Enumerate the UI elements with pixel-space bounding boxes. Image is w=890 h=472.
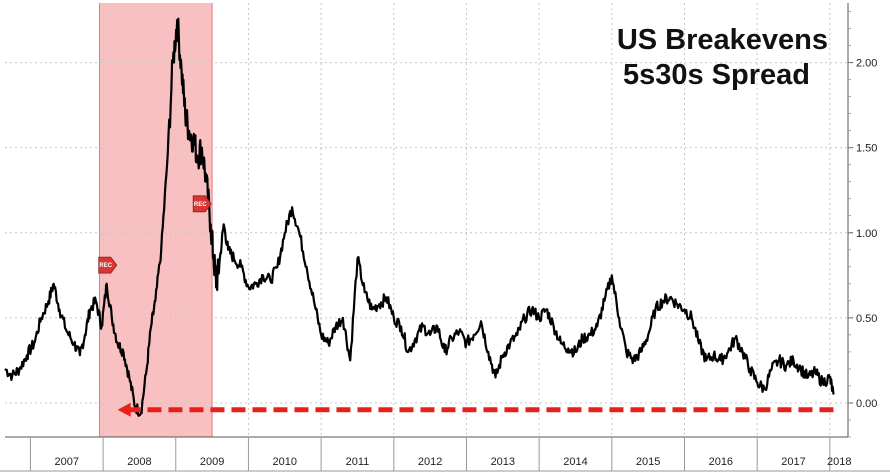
chart-title-line-2: 5s30s Spread [623,59,810,91]
x-tick-label-9: 2016 [709,456,733,468]
x-tick-label-11: 2018 [827,456,851,468]
plot-frame [0,3,890,472]
x-tick-label-5: 2012 [418,456,442,468]
y-tick-label-3: 1.50 [856,143,877,155]
rec-marker-label-1: REC [194,202,207,208]
rec-marker-label-0: REC [99,263,112,269]
x-axis-ticks: 2007 2008 2009 2010 2011 2012 2013 2014 2015 2016… [29,437,852,471]
grid-lines [5,3,848,437]
recession-markers: REC REC [98,195,212,274]
x-tick-label-0: 2007 [55,456,79,468]
y-tick-label-4: 2.00 [856,58,877,70]
x-tick-label-4: 2011 [346,456,370,468]
x-tick-label-7: 2014 [563,456,587,468]
x-tick-label-2: 2009 [200,456,224,468]
recession-shading [98,3,213,437]
x-tick-label-1: 2008 [127,456,151,468]
series-layer [4,17,835,417]
chart-title-line-1: US Breakevens [617,24,828,56]
x-tick-label-3: 2010 [273,456,297,468]
y-tick-label-0: 0.00 [856,398,877,410]
chart-title: US Breakevens 5s30s Spread [617,24,828,91]
y-tick-label-2: 1.00 [856,228,877,240]
x-tick-label-6: 2013 [491,456,515,468]
reference-arrow-layer [117,402,834,417]
series-line-0 [4,17,835,417]
x-tick-label-10: 2017 [781,456,805,468]
rec-marker-shape-0 [98,256,118,274]
y-axis-ticks: 0.00 0.50 1.00 1.50 2.00 [848,11,877,438]
y-tick-label-1: 0.50 [856,313,877,325]
rec-marker-1: REC [192,195,212,213]
recession-band [99,3,213,437]
rec-marker-shape-1 [192,195,212,213]
rec-marker-0: REC [98,256,118,274]
x-tick-label-8: 2015 [636,456,660,468]
reference-arrowhead [117,402,131,417]
